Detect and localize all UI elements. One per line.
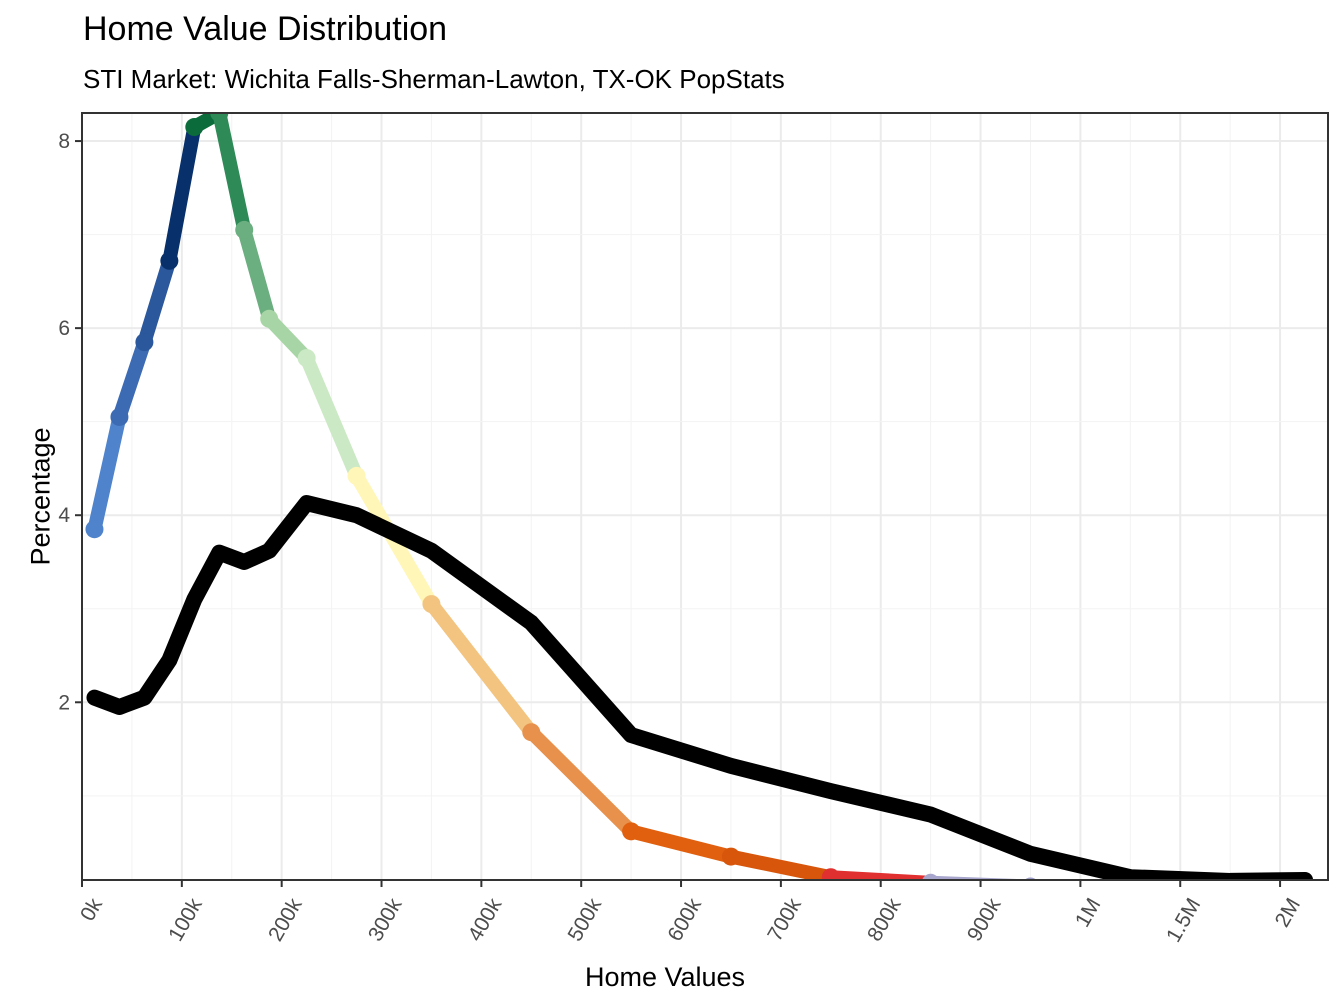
series-segment-colored [823,870,937,880]
data-point-colored [135,333,154,352]
y-tick-label: 2 [58,691,70,714]
data-point-black [824,785,837,798]
x-tick-label: 1.5M [1162,894,1205,946]
data-point-colored [522,723,541,742]
data-point-black [213,546,226,559]
series-segment-colored [524,725,639,839]
y-tick-label: 4 [58,504,70,527]
y-tick-label: 6 [58,317,70,340]
data-point-colored [347,466,366,485]
data-point-black [425,544,438,557]
data-point-black [724,759,737,772]
series-segment-colored [87,409,127,537]
data-point-colored [160,251,179,270]
data-point-black [924,808,937,821]
plot-border [81,112,1329,881]
series-segment-colored [299,351,364,483]
data-point-black [1299,874,1312,880]
y-tick-label: 8 [58,130,70,153]
data-point-black [300,497,313,510]
data-point-black [1024,847,1037,860]
data-point-colored [260,309,279,328]
x-tick-label: 700k [763,894,806,945]
series-segment-colored [723,849,838,880]
data-point-black [138,691,151,704]
x-tick-label: 200k [264,894,307,945]
x-tick-label: 100k [164,894,207,945]
data-point-black [113,700,126,713]
data-point-black [625,729,638,742]
data-point-colored [210,113,229,122]
series-segment-colored [424,597,539,740]
x-tick-label: 800k [863,894,906,945]
data-point-black [263,544,276,557]
data-point-black [350,509,363,522]
data-point-colored [622,822,641,841]
data-point-black [163,654,176,667]
grid-lines [81,113,1328,880]
y-axis-title: Percentage [25,427,55,565]
x-tick-label: 300k [364,894,407,945]
black-series [86,495,1314,880]
series-segment-colored [212,113,252,237]
data-point-colored [235,220,254,239]
x-tick-label: 0k [76,894,107,925]
series-line-black [86,495,1314,880]
series-segment-colored [162,120,202,268]
data-point-black [88,691,101,704]
data-point-black [238,555,251,568]
data-point-colored [721,847,740,866]
x-axis-title: Home Values [585,962,745,992]
data-point-colored [422,595,441,614]
data-point-black [525,616,538,629]
data-point-colored [1301,879,1309,880]
series-segment-colored [112,335,152,424]
x-tick-label: 1M [1071,894,1106,931]
x-tick-label: 500k [564,894,607,945]
data-point-colored [85,520,104,539]
data-point-colored [821,868,840,880]
x-tick-label: 900k [963,894,1006,945]
series-segment-colored [262,311,314,366]
x-tick-label: 400k [464,894,507,945]
data-point-colored [1226,879,1234,880]
data-point-colored [110,407,129,426]
data-point-colored [297,349,316,368]
x-tick-label: 2M [1271,894,1306,931]
series-segment-colored [237,222,277,326]
chart-title: Home Value Distribution [83,10,448,48]
chart-subtitle: STI Market: Wichita Falls-Sherman-Lawton… [83,64,785,94]
data-point-black [1124,871,1137,880]
series-segment-colored [137,253,177,350]
data-point-black [1224,874,1237,880]
gradient-series [85,113,1309,880]
x-tick-label: 600k [663,894,706,945]
data-point-colored [185,118,204,137]
data-point-colored [922,873,940,880]
data-point-black [188,593,201,606]
data-point-colored [1127,879,1134,880]
series-segment-colored [624,824,738,864]
